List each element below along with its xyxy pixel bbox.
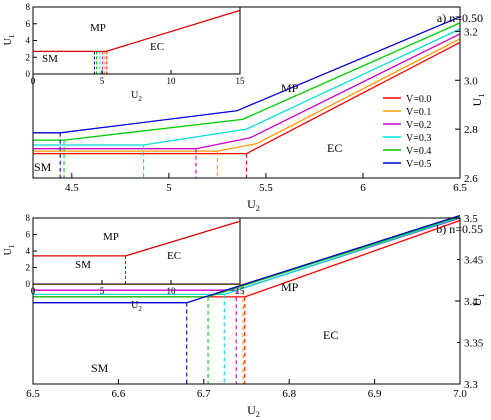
panel-a-y-tick-label: 2.8 — [464, 124, 478, 136]
panel-a-series-line-3 — [33, 28, 461, 146]
panel-a-y-tick-label: 3.0 — [464, 75, 478, 87]
panel-a-inset-x-tick-label: 5 — [100, 76, 105, 86]
panel-b-region-label-mp: MP — [281, 280, 299, 294]
panel-a-plot-frame — [32, 6, 461, 179]
panel-a-x-tick-label: 5.5 — [259, 182, 273, 194]
panel-a-legend-label: V=0.2 — [406, 120, 431, 131]
panel-b-inset-x-tick-label: 15 — [236, 286, 246, 296]
panel-a-inset-y-axis-title: U1 — [3, 34, 16, 45]
panel-b-inset-x-tick-label: 0 — [31, 286, 36, 296]
panel-a-inset-x-tick-label: 15 — [236, 76, 246, 86]
panel-b-inset-y-tick-label: 4 — [26, 246, 31, 256]
panel-a-x-tick-label: 6.5 — [453, 182, 467, 194]
panel-b-inset-region-label-sm: SM — [75, 259, 91, 271]
panel-b-y-minor-tick-label: 3.35 — [464, 338, 484, 350]
panel-a-inset-x-tick-label: 0 — [31, 76, 36, 86]
panel-b-inset-region-label-mp: MP — [103, 231, 119, 243]
panel-a-y-tick-label: 2.6 — [464, 173, 478, 185]
panel-b-y-tick-label: 3.5 — [464, 213, 478, 225]
panel-a-inset-y-tick-label: 4 — [26, 36, 31, 46]
panel-b-x-tick-label: 6.8 — [282, 388, 296, 400]
panel-a-series-line-1 — [33, 38, 461, 152]
panel-a-series-line-5 — [33, 16, 461, 134]
panel-b-panel-label: b) n=0.55 — [436, 222, 483, 236]
panel-b-y-tick-label: 3.3 — [464, 379, 478, 391]
panel-b-x-axis-title: U2 — [247, 403, 260, 419]
panel-a-legend-label: V=0.4 — [406, 146, 431, 157]
panel-b-x-tick-label: 6.6 — [112, 388, 126, 400]
panel-a-series-line-2 — [33, 33, 461, 150]
panel-a-x-axis-title: U2 — [247, 197, 260, 213]
panel-b-inset-background — [33, 218, 240, 284]
panel-b-inset-x-tick-label: 10 — [167, 286, 177, 296]
panel-a-y-tick-label: 3.2 — [464, 26, 478, 38]
panel-a-series-line-4 — [33, 22, 461, 141]
panel-b-x-tick-label: 6.7 — [197, 388, 211, 400]
panel-a-x-tick-label: 6 — [360, 182, 366, 194]
panel-a-inset-region-label-ec: EC — [150, 41, 164, 53]
panel-a-inset-line — [33, 9, 241, 53]
panel-b-inset-y-tick-label: 6 — [26, 230, 31, 240]
panel-a-region-label-sm: SM — [34, 160, 52, 174]
panel-b-inset-region-label-ec: EC — [167, 250, 181, 262]
panel-a-panel-label: a) n=0.50 — [437, 11, 483, 25]
panel-b-region-label-sm: SM — [91, 361, 109, 375]
panel-a-inset-y-tick-label: 2 — [26, 52, 31, 62]
panel-a-inset-region-label-mp: MP — [90, 22, 106, 34]
panel-a-inset-x-tick-label: 10 — [167, 76, 177, 86]
panel-a-inset-y-tick-label: 0 — [26, 69, 31, 79]
panel-b-inset-x-axis-title: U2 — [131, 300, 142, 313]
panel-a-region-label-mp: MP — [281, 81, 299, 95]
panel-a-legend-label: V=0.1 — [406, 107, 431, 118]
panel-b-inset-y-tick-label: 8 — [26, 213, 31, 223]
panel-b-y-minor-tick-label: 3.45 — [464, 255, 484, 267]
panel-a-inset-y-tick-label: 8 — [26, 2, 31, 12]
panel-b-y-tick-label: 3.4 — [464, 296, 478, 308]
panel-b-inset-y-tick-label: 2 — [26, 263, 31, 273]
panel-a-region-label-ec: EC — [327, 141, 342, 155]
panel-b-inset-x-tick-label: 5 — [100, 286, 105, 296]
panel-a-y-axis-title: U1 — [470, 94, 486, 107]
panel-b-inset-y-tick-label: 0 — [26, 279, 31, 289]
panel-b-inset-line — [33, 220, 241, 257]
panel-a-legend-label: V=0.5 — [406, 159, 431, 170]
panel-a-inset-x-axis-title: U2 — [131, 90, 142, 103]
panel-a-inset-background — [33, 7, 240, 74]
panel-b-x-tick-label: 7.0 — [453, 388, 467, 400]
panel-a-legend-label: V=0.0 — [406, 94, 431, 105]
panel-a-inset-region-label-sm: SM — [42, 53, 58, 65]
panel-b-x-tick-label: 6.5 — [26, 388, 40, 400]
panel-a-x-tick-label: 4.5 — [65, 182, 79, 194]
panel-b-inset-y-axis-title: U1 — [3, 244, 16, 255]
panel-a-legend-label: V=0.3 — [406, 133, 431, 144]
panel-a-x-tick-label: 5 — [166, 182, 172, 194]
panel-b-x-tick-label: 6.9 — [368, 388, 382, 400]
panel-a-inset-y-tick-label: 6 — [26, 19, 31, 29]
panel-b-region-label-ec: EC — [323, 328, 338, 342]
